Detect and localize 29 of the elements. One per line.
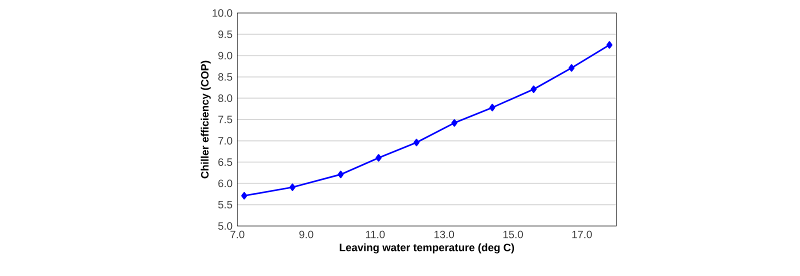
x-tick-label: 15.0 <box>503 230 523 238</box>
y-tick-label: 6.5 <box>218 158 232 166</box>
y-tick-label: 5.5 <box>218 200 232 208</box>
point <box>289 184 296 191</box>
point <box>489 104 496 112</box>
x-tick-label: 11.0 <box>366 230 385 238</box>
y-tick-label: 6.0 <box>218 180 232 188</box>
point <box>606 41 612 49</box>
x-tick-label: 13.0 <box>434 230 454 238</box>
y-tick-label: 8.0 <box>218 94 232 102</box>
point <box>568 64 575 72</box>
x-tick-label: 17.0 <box>572 230 592 238</box>
y-tick-label: 7.0 <box>218 137 232 145</box>
y-axis-title: Chiller efficiency (COP) <box>200 60 211 178</box>
x-axis-title: Leaving water temperature (deg C) <box>340 243 514 254</box>
point <box>414 138 420 146</box>
y-tick-label: 5.0 <box>218 222 232 230</box>
x-tick-label: 9.0 <box>299 230 314 238</box>
x-tick-label: 7.0 <box>230 230 244 238</box>
y-tick-label: 10.0 <box>212 9 232 17</box>
y-tick-label: 8.5 <box>218 73 232 81</box>
point <box>241 192 248 200</box>
point <box>451 119 458 127</box>
point <box>376 154 382 162</box>
y-tick-label: 7.5 <box>218 116 232 124</box>
y-tick-label: 9.5 <box>218 30 232 38</box>
y-tick-label: 9.0 <box>218 52 232 60</box>
point <box>338 170 344 178</box>
point <box>530 86 537 93</box>
